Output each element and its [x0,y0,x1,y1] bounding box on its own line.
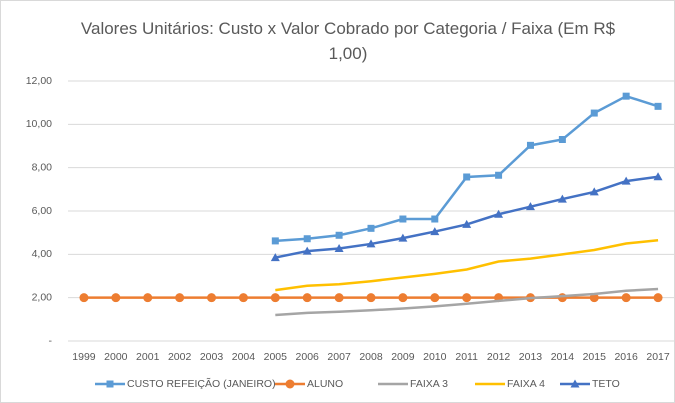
data-point [525,202,535,211]
data-point [335,231,343,239]
data-point [621,293,631,303]
data-point [653,172,663,181]
x-tick-label: 2006 [296,351,320,363]
x-tick-label: 2007 [327,351,351,363]
data-point [621,176,631,185]
x-tick-label: 2008 [359,351,383,363]
data-point [398,293,408,303]
data-point [334,243,344,252]
x-tick-label: 2010 [423,351,447,363]
data-point [302,246,312,255]
x-tick-label: 2009 [391,351,415,363]
data-point [526,141,534,149]
data-point [398,233,408,242]
legend-label: TETO [592,378,620,390]
x-tick-label: 2003 [200,351,224,363]
x-tick-label: 2012 [487,351,511,363]
data-point [143,293,153,303]
data-point [494,209,504,218]
legend-label: FAIXA 3 [410,378,448,390]
y-tick-label: - [49,335,53,347]
data-point [270,293,280,303]
data-point [303,235,311,243]
data-point [79,293,89,303]
legend-label: ALUNO [307,378,343,390]
data-point [334,293,344,303]
chart-title: Valores Unitários: Custo x Valor Cobrado… [80,19,616,63]
x-tick-label: 2014 [551,351,575,363]
data-point [589,293,599,303]
data-point [302,293,312,303]
data-point [590,109,598,117]
legend-marker [285,379,295,389]
data-point [653,293,663,303]
data-point [463,173,471,181]
series-line [275,287,659,317]
data-point [399,215,407,223]
x-tick-label: 2001 [136,351,160,363]
legend-marker [106,380,114,388]
data-point [430,227,440,236]
x-tick-label: 2013 [519,351,543,363]
y-tick-label: 12,00 [26,75,52,87]
y-tick-label: 6,00 [32,205,53,217]
legend-label: CUSTO REFEIÇÃO (JANEIRO) [127,377,276,390]
data-point [111,293,121,303]
x-tick-label: 2011 [455,351,478,363]
data-point [270,253,280,262]
data-point [207,293,217,303]
data-point [366,239,376,248]
data-point [462,219,472,228]
data-point [175,293,185,303]
data-point [462,293,472,303]
data-point [366,293,376,303]
x-tick-label: 2000 [104,351,128,363]
data-point [654,102,662,110]
y-tick-label: 10,00 [26,118,52,130]
data-point [431,215,439,223]
data-point [367,224,375,232]
series-line [275,239,659,292]
y-tick-label: 2,00 [32,291,53,303]
x-tick-label: 2002 [168,351,192,363]
data-point [495,171,503,179]
x-tick-label: 2004 [232,351,256,363]
data-point [271,237,279,245]
y-tick-label: 8,00 [32,161,53,173]
x-tick-label: 2005 [264,351,288,363]
x-tick-label: 2017 [646,351,670,363]
data-point [238,293,248,303]
data-point [557,293,567,303]
legend-label: FAIXA 4 [507,378,545,390]
data-point [558,136,566,143]
x-tick-label: 1999 [72,351,96,363]
data-point [430,293,440,303]
data-point [557,194,567,203]
data-point [622,92,630,100]
y-tick-label: 4,00 [32,248,53,260]
x-tick-label: 2016 [614,351,638,363]
data-point [589,187,599,196]
legend-marker [570,379,580,388]
x-tick-label: 2015 [583,351,607,363]
